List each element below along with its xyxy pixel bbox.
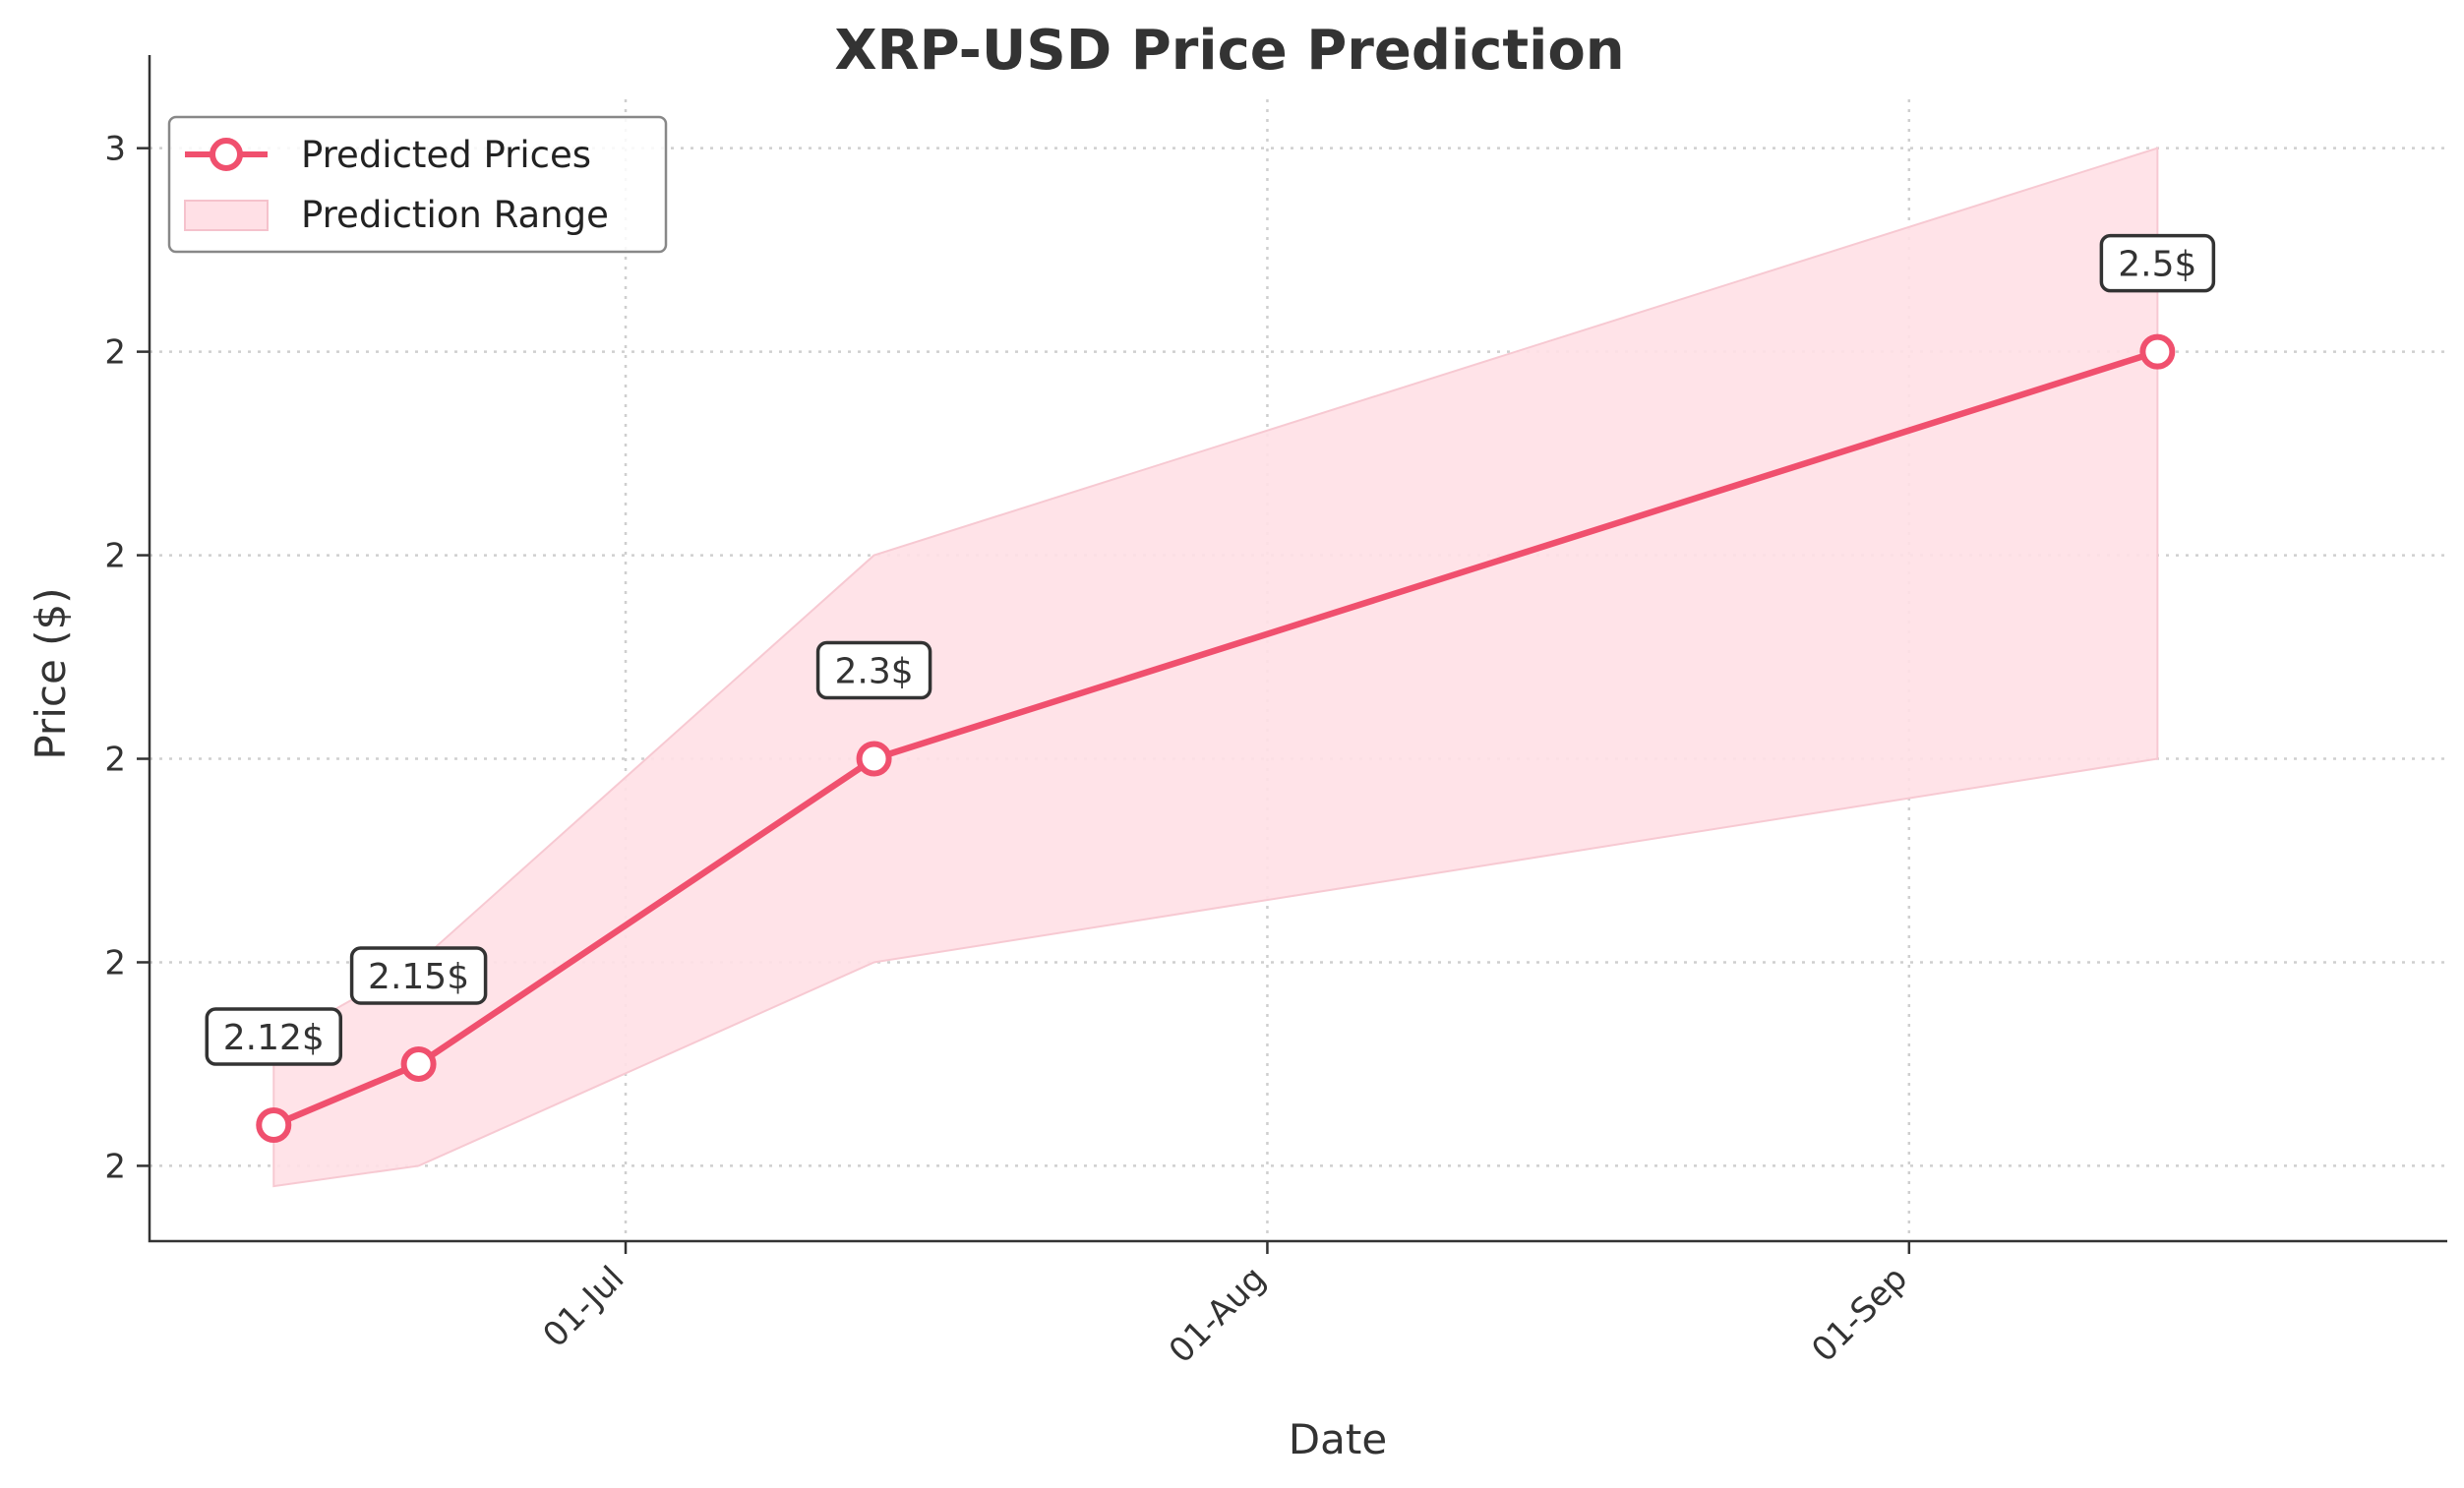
legend-band-swatch (184, 200, 269, 231)
legend-label-range: Prediction Range (301, 194, 609, 236)
y-tick-label: 2 (104, 943, 126, 982)
y-tick-label: 2 (104, 537, 126, 576)
legend-marker-swatch (210, 138, 243, 171)
axis-spines (148, 55, 2447, 1243)
predicted-price-point (856, 741, 892, 777)
x-tick-label: 01-Jul (535, 1259, 631, 1355)
annotation-layer: 2.12$ 2.15$ 2.3$ 2.5$ (205, 233, 2216, 1066)
legend: Predicted Prices Prediction Range (167, 115, 668, 254)
data-label: 2.12$ (223, 1018, 325, 1058)
y-tick-label: 2 (104, 333, 126, 373)
data-label: 2.5$ (2118, 245, 2196, 285)
data-label: 2.3$ (834, 652, 913, 692)
legend-label-predicted: Predicted Prices (301, 134, 591, 176)
predicted-price-point (400, 1045, 437, 1082)
legend-box (167, 115, 668, 254)
x-tick-label: 01-Sep (1804, 1259, 1915, 1370)
data-label-box (2099, 233, 2216, 293)
data-label-box (815, 640, 932, 700)
chart-title: XRP-USD Price Prediction (834, 19, 1624, 83)
predicted-price-point (256, 1107, 292, 1144)
data-label: 2.15$ (368, 957, 469, 997)
x-axis-label: Date (1289, 1415, 1387, 1463)
predicted-price-line (270, 348, 2161, 1129)
prediction-range-band (272, 147, 2159, 1188)
line-layer (270, 348, 2161, 1129)
data-label-box (205, 1007, 343, 1066)
y-tick-label: 3 (104, 130, 126, 169)
predicted-price-point (2139, 333, 2176, 370)
data-label-box (349, 946, 488, 1005)
marker-layer (256, 333, 2176, 1144)
x-tick-label: 01-Aug (1162, 1259, 1274, 1371)
y-tick-label: 2 (104, 1147, 126, 1186)
y-axis-label: Price ($) (27, 587, 75, 759)
y-tick-label: 2 (104, 741, 126, 780)
band-layer (272, 147, 2159, 1188)
